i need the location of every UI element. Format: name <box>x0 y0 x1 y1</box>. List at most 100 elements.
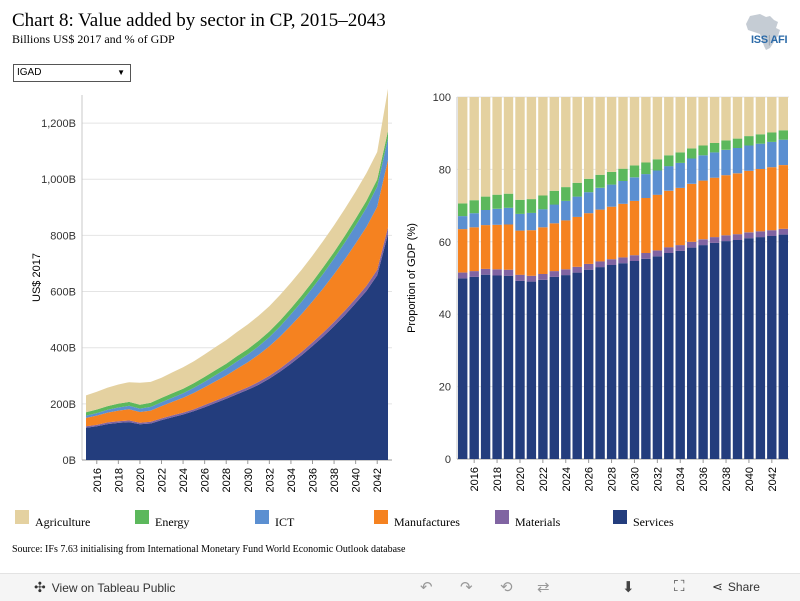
bar-segment-materials-2037[interactable] <box>709 237 720 243</box>
bar-segment-materials-2026[interactable] <box>584 263 594 270</box>
bar-segment-agriculture-2029[interactable] <box>618 97 628 169</box>
bar-segment-manufactures-2023[interactable] <box>549 223 559 272</box>
bar-segment-services-2041[interactable] <box>755 237 766 459</box>
bar-segment-manufactures-2037[interactable] <box>709 177 720 238</box>
fullscreen-icon[interactable]: ⛶ <box>674 578 685 595</box>
bar-segment-manufactures-2020[interactable] <box>515 230 525 275</box>
bar-segment-services-2029[interactable] <box>618 263 628 459</box>
bar-segment-materials-2024[interactable] <box>561 269 571 276</box>
bar-segment-agriculture-2016[interactable] <box>469 97 479 201</box>
bar-segment-services-2039[interactable] <box>732 240 743 459</box>
bar-segment-agriculture-2032[interactable] <box>652 97 663 160</box>
bar-segment-energy-2020[interactable] <box>515 199 525 214</box>
bar-segment-services-2027[interactable] <box>595 267 605 459</box>
bar-segment-agriculture-2028[interactable] <box>606 97 617 172</box>
bar-segment-materials-2025[interactable] <box>572 266 582 273</box>
bar-segment-energy-2017[interactable] <box>480 196 491 210</box>
bar-segment-materials-2023[interactable] <box>549 271 559 277</box>
bar-segment-manufactures-2038[interactable] <box>721 175 731 236</box>
bar-segment-materials-2015[interactable] <box>458 272 468 279</box>
bar-segment-agriculture-2022[interactable] <box>538 97 548 196</box>
bar-segment-agriculture-2043[interactable] <box>778 97 788 131</box>
bar-segment-ict-2022[interactable] <box>538 209 548 228</box>
bar-segment-ict-2030[interactable] <box>629 177 640 201</box>
bar-segment-services-2026[interactable] <box>584 269 594 459</box>
bar-segment-manufactures-2015[interactable] <box>458 229 468 273</box>
bar-segment-ict-2031[interactable] <box>641 174 651 198</box>
bar-segment-agriculture-2027[interactable] <box>595 97 605 175</box>
region-filter-dropdown[interactable]: IGAD ▼ <box>13 64 131 82</box>
bar-segment-agriculture-2023[interactable] <box>549 97 559 191</box>
bar-segment-energy-2021[interactable] <box>526 199 537 213</box>
bar-segment-energy-2018[interactable] <box>492 194 502 209</box>
bar-segment-manufactures-2024[interactable] <box>561 220 571 270</box>
bar-segment-ict-2041[interactable] <box>755 143 766 169</box>
bar-segment-ict-2016[interactable] <box>469 213 479 228</box>
bar-segment-energy-2027[interactable] <box>595 174 605 188</box>
bar-segment-energy-2040[interactable] <box>744 136 754 146</box>
bar-segment-ict-2040[interactable] <box>744 145 754 171</box>
bar-segment-services-2016[interactable] <box>469 276 479 459</box>
bar-segment-agriculture-2031[interactable] <box>641 97 651 163</box>
bar-segment-energy-2023[interactable] <box>549 190 559 205</box>
bar-segment-manufactures-2034[interactable] <box>675 187 685 246</box>
bar-segment-energy-2042[interactable] <box>767 132 777 142</box>
bar-segment-ict-2036[interactable] <box>698 155 708 181</box>
bar-segment-agriculture-2021[interactable] <box>526 97 537 200</box>
bar-segment-manufactures-2025[interactable] <box>572 216 582 267</box>
bar-segment-agriculture-2025[interactable] <box>572 97 582 183</box>
bar-segment-energy-2030[interactable] <box>629 165 640 178</box>
area-series-manufactures[interactable] <box>86 159 388 427</box>
bar-segment-ict-2015[interactable] <box>458 216 468 230</box>
bar-segment-materials-2035[interactable] <box>687 241 697 248</box>
bar-segment-agriculture-2039[interactable] <box>732 97 743 139</box>
bar-segment-agriculture-2030[interactable] <box>629 97 640 166</box>
bar-segment-energy-2036[interactable] <box>698 145 708 156</box>
bar-segment-services-2030[interactable] <box>629 261 640 459</box>
bar-segment-materials-2032[interactable] <box>652 250 663 257</box>
bar-segment-ict-2043[interactable] <box>778 139 788 165</box>
bar-segment-ict-2025[interactable] <box>572 196 582 217</box>
bar-segment-manufactures-2035[interactable] <box>687 183 697 242</box>
bar-segment-energy-2026[interactable] <box>584 178 594 193</box>
bar-segment-ict-2029[interactable] <box>618 181 628 204</box>
bar-segment-services-2031[interactable] <box>641 258 651 459</box>
bar-segment-agriculture-2034[interactable] <box>675 97 685 153</box>
bar-segment-services-2020[interactable] <box>515 280 525 459</box>
bar-segment-energy-2037[interactable] <box>709 143 720 153</box>
bar-segment-materials-2038[interactable] <box>721 235 731 242</box>
bar-segment-services-2017[interactable] <box>480 274 491 459</box>
bar-segment-manufactures-2028[interactable] <box>606 206 617 260</box>
bar-segment-materials-2034[interactable] <box>675 245 685 251</box>
bar-segment-energy-2038[interactable] <box>721 140 731 150</box>
bar-segment-materials-2017[interactable] <box>480 268 491 275</box>
bar-segment-services-2033[interactable] <box>664 253 674 459</box>
bar-segment-materials-2042[interactable] <box>767 230 777 236</box>
bar-segment-materials-2028[interactable] <box>606 259 617 265</box>
bar-segment-energy-2039[interactable] <box>732 138 743 148</box>
bar-segment-agriculture-2033[interactable] <box>664 97 674 156</box>
bar-segment-energy-2043[interactable] <box>778 130 788 140</box>
bar-segment-services-2028[interactable] <box>606 265 617 459</box>
bar-segment-manufactures-2039[interactable] <box>732 173 743 235</box>
bar-segment-services-2036[interactable] <box>698 245 708 459</box>
bar-segment-manufactures-2031[interactable] <box>641 198 651 253</box>
bar-segment-energy-2034[interactable] <box>675 152 685 163</box>
bar-segment-ict-2023[interactable] <box>549 204 559 224</box>
bar-segment-materials-2033[interactable] <box>664 247 674 253</box>
bar-segment-ict-2019[interactable] <box>503 207 514 225</box>
bar-segment-materials-2016[interactable] <box>469 271 479 277</box>
bar-segment-manufactures-2042[interactable] <box>767 167 777 231</box>
bar-segment-ict-2034[interactable] <box>675 162 685 188</box>
bar-segment-manufactures-2018[interactable] <box>492 224 502 270</box>
bar-segment-materials-2019[interactable] <box>503 269 514 276</box>
bar-segment-ict-2026[interactable] <box>584 192 594 214</box>
bar-segment-ict-2021[interactable] <box>526 212 537 231</box>
bar-segment-energy-2033[interactable] <box>664 155 674 167</box>
bar-segment-services-2043[interactable] <box>778 234 788 459</box>
bar-segment-materials-2031[interactable] <box>641 253 651 259</box>
bar-segment-agriculture-2036[interactable] <box>698 97 708 146</box>
bar-segment-ict-2038[interactable] <box>721 149 731 176</box>
bar-segment-services-2040[interactable] <box>744 238 754 459</box>
bar-segment-energy-2029[interactable] <box>618 168 628 181</box>
